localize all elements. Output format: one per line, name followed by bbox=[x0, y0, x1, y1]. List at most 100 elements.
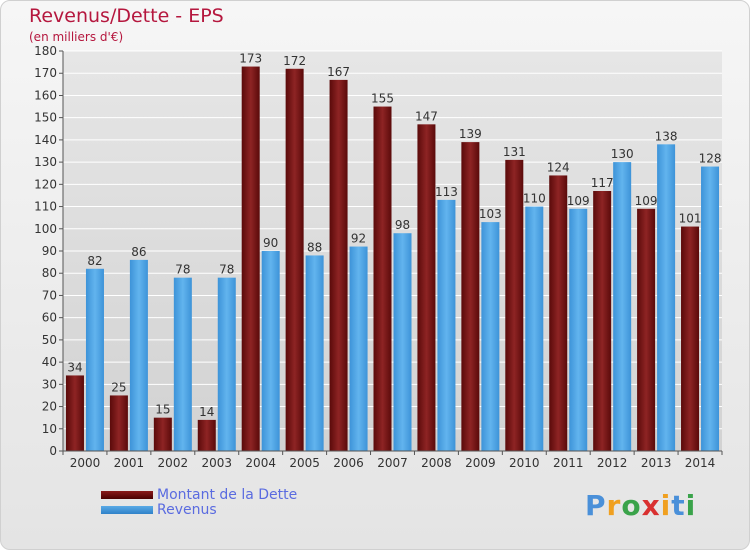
bar-revenue bbox=[85, 268, 104, 451]
legend-label-debt: Montant de la Dette bbox=[157, 487, 298, 503]
bar-debt bbox=[593, 191, 612, 451]
bar-revenue bbox=[393, 233, 412, 451]
y-tick-label: 80 bbox=[42, 266, 57, 280]
y-tick-label: 10 bbox=[42, 422, 57, 436]
data-label-debt: 172 bbox=[283, 54, 306, 68]
bar-debt bbox=[549, 175, 568, 451]
y-tick-label: 30 bbox=[42, 377, 57, 391]
data-label-revenue: 78 bbox=[175, 263, 190, 277]
x-tick-label: 2011 bbox=[553, 456, 584, 470]
x-tick-label: 2012 bbox=[597, 456, 628, 470]
x-tick-label: 2002 bbox=[158, 456, 189, 470]
y-tick-label: 40 bbox=[42, 355, 57, 369]
bar-debt bbox=[373, 106, 392, 452]
data-label-revenue: 78 bbox=[219, 263, 234, 277]
proxiti-logo: Proxiti bbox=[585, 489, 696, 522]
data-label-debt: 167 bbox=[327, 65, 350, 79]
data-label-debt: 109 bbox=[635, 194, 658, 208]
data-label-revenue: 138 bbox=[655, 129, 678, 143]
bar-debt bbox=[241, 66, 260, 452]
bar-debt bbox=[329, 79, 348, 451]
x-tick-label: 2007 bbox=[377, 456, 408, 470]
x-tick-label: 2009 bbox=[465, 456, 496, 470]
data-label-debt: 147 bbox=[415, 109, 438, 123]
bar-debt bbox=[153, 417, 172, 451]
y-tick-label: 170 bbox=[34, 66, 57, 80]
data-label-revenue: 109 bbox=[567, 194, 590, 208]
logo-letter: r bbox=[606, 489, 622, 522]
y-tick-label: 140 bbox=[34, 133, 57, 147]
x-tick-label: 2005 bbox=[289, 456, 320, 470]
labels-layer: 34 82 25 86 15 78 14 78 173 90 172 88 167 92 155 98 147 1… bbox=[67, 52, 721, 419]
grid-layer bbox=[63, 50, 722, 452]
bar-debt bbox=[637, 208, 656, 451]
chart-subtitle: (en milliers d'€) bbox=[29, 30, 124, 44]
logo-letter: x bbox=[641, 489, 661, 522]
data-label-debt: 173 bbox=[239, 52, 262, 66]
bar-revenue bbox=[305, 255, 324, 451]
bar-revenue bbox=[217, 277, 236, 451]
bar-revenue bbox=[525, 206, 544, 451]
data-label-revenue: 128 bbox=[699, 152, 722, 166]
data-label-debt: 101 bbox=[679, 212, 702, 226]
bar-revenue bbox=[569, 208, 588, 451]
bars-layer bbox=[65, 66, 720, 452]
y-tick-label: 120 bbox=[34, 177, 57, 191]
data-label-revenue: 82 bbox=[87, 254, 102, 268]
x-tick-label: 2000 bbox=[70, 456, 101, 470]
bar-debt bbox=[505, 159, 524, 451]
y-tick-label: 90 bbox=[42, 244, 57, 258]
data-label-revenue: 113 bbox=[435, 185, 458, 199]
logo-letter: t bbox=[671, 489, 686, 522]
y-tick-label: 110 bbox=[34, 200, 57, 214]
y-tick-label: 50 bbox=[42, 333, 57, 347]
legend-label-revenue: Revenus bbox=[157, 502, 217, 518]
bar-debt bbox=[197, 419, 216, 451]
bar-revenue bbox=[657, 144, 676, 452]
data-label-debt: 34 bbox=[67, 360, 82, 374]
data-label-revenue: 86 bbox=[131, 245, 146, 259]
bar-revenue bbox=[129, 259, 148, 451]
logo-letter: o bbox=[621, 489, 642, 522]
bar-debt bbox=[417, 124, 436, 451]
x-tick-label: 2004 bbox=[245, 456, 276, 470]
x-tick-label: 2006 bbox=[333, 456, 364, 470]
bar-revenue bbox=[349, 246, 368, 451]
bar-debt bbox=[681, 226, 700, 451]
bar-revenue bbox=[701, 166, 720, 452]
data-label-debt: 25 bbox=[111, 380, 126, 394]
y-tick-label: 150 bbox=[34, 111, 57, 125]
legend-item-debt: Montant de la Dette bbox=[101, 487, 297, 503]
logo-letter: i bbox=[660, 489, 672, 522]
data-label-revenue: 103 bbox=[479, 207, 502, 221]
data-label-revenue: 88 bbox=[307, 240, 322, 254]
data-label-debt: 131 bbox=[503, 145, 526, 159]
bar-debt bbox=[65, 375, 84, 451]
x-tick-label: 2014 bbox=[685, 456, 716, 470]
data-label-debt: 15 bbox=[155, 403, 170, 417]
y-tick-label: 60 bbox=[42, 311, 57, 325]
y-tick-label: 20 bbox=[42, 400, 57, 414]
bar-debt bbox=[109, 395, 128, 451]
legend-swatch-debt bbox=[101, 491, 153, 499]
data-label-revenue: 130 bbox=[611, 147, 634, 161]
x-tick-label: 2008 bbox=[421, 456, 452, 470]
chart-title: Revenus/Dette - EPS bbox=[29, 5, 224, 27]
data-label-debt: 14 bbox=[199, 405, 214, 419]
data-label-revenue: 92 bbox=[351, 232, 366, 246]
bar-revenue bbox=[173, 277, 192, 451]
data-label-debt: 124 bbox=[547, 160, 570, 174]
y-tick-label: 130 bbox=[34, 155, 57, 169]
data-label-debt: 155 bbox=[371, 92, 394, 106]
data-label-revenue: 110 bbox=[523, 192, 546, 206]
bar-debt bbox=[461, 142, 480, 451]
y-tick-label: 0 bbox=[49, 444, 57, 458]
logo-letter: P bbox=[585, 489, 607, 522]
bar-revenue bbox=[437, 199, 456, 451]
bar-debt bbox=[285, 68, 304, 452]
bar-revenue bbox=[261, 251, 280, 451]
y-tick-label: 100 bbox=[34, 222, 57, 236]
x-tick-label: 2003 bbox=[201, 456, 232, 470]
y-tick-label: 70 bbox=[42, 288, 57, 302]
